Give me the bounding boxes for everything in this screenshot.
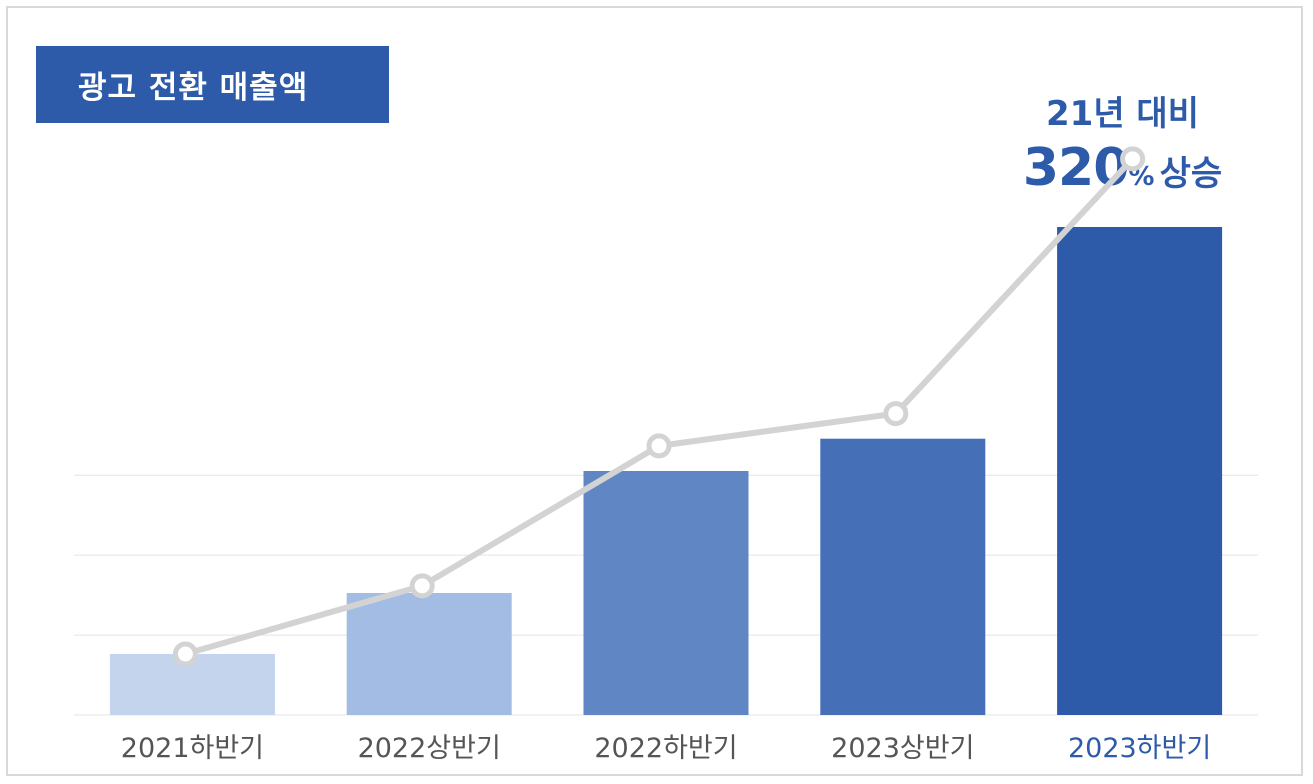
x-tick-label: 2023하반기 [1068, 733, 1211, 764]
trend-point-5 [1120, 146, 1146, 172]
x-tick-label: 2022상반기 [358, 733, 501, 764]
annotation-growth-label: 상승 [1159, 154, 1223, 194]
trend-point-3 [646, 433, 672, 459]
bar-4 [820, 438, 986, 715]
annotation-comparison: 21년 대비 [1046, 94, 1199, 134]
trend-point-2 [409, 573, 435, 599]
chart-title: 광고 전환 매출액 [36, 46, 389, 123]
trend-point-1 [172, 641, 198, 667]
bar-2 [346, 593, 512, 715]
trend-point-4 [883, 401, 909, 427]
x-tick-label: 2022하반기 [594, 733, 737, 764]
bar-5 [1057, 227, 1223, 715]
x-tick-label: 2021하반기 [121, 733, 264, 764]
annotation-growth-value: 320 [1022, 138, 1130, 198]
x-tick-label: 2023상반기 [831, 733, 974, 764]
bar-3 [583, 471, 749, 715]
